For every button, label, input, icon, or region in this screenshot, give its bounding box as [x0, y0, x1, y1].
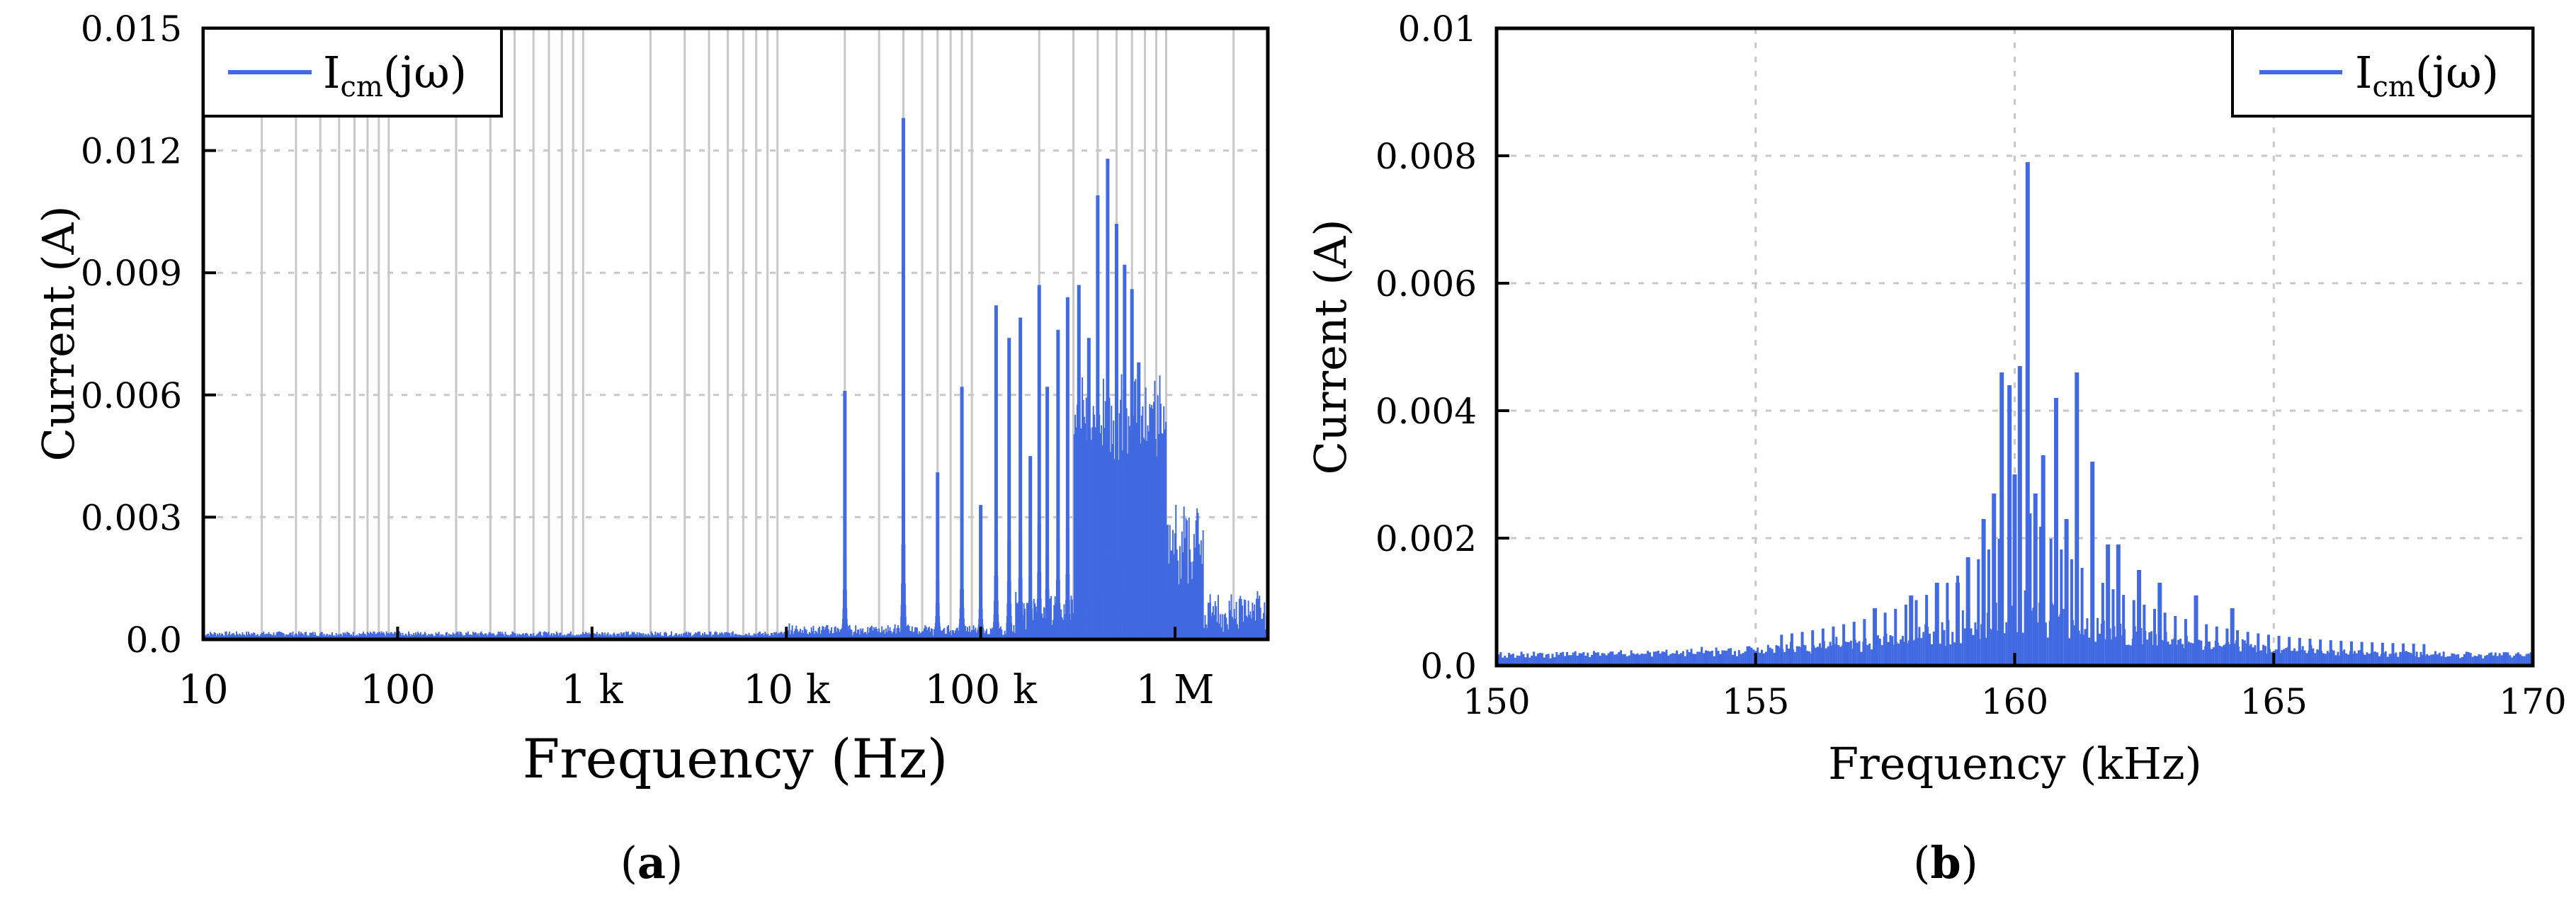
panel-b-ylabel: Current (A) [1305, 219, 1356, 474]
panel-a-xtick-label: 10 [178, 667, 228, 713]
panel-b-ticks: 150 155 160 165 170 0.0 0.002 0.004 0.006 0.008 0.… [1375, 8, 2567, 722]
panel-a-frame [201, 26, 1270, 642]
panel-b-xtick-label: 165 [2240, 681, 2308, 722]
panel-b-xtick-label: 150 [1463, 681, 1530, 722]
panel-a-xtick-label: 100 k [924, 667, 1038, 713]
panel-a-xlabel: Frequency (Hz) [523, 727, 948, 790]
panel-a-ytick-label: 0.009 [81, 253, 182, 294]
panel-b-grid [1497, 28, 2533, 666]
panel-a-xtick-label: 1 k [561, 667, 623, 713]
panel-b-legend-label: Icm(jω) [2355, 47, 2499, 103]
panel-b-xtick-label: 170 [2499, 681, 2566, 722]
panel-b-ytick-label: 0.008 [1375, 136, 1477, 177]
panel-a-spectrum [203, 118, 1269, 639]
panel-b-legend: Icm(jω) [2231, 27, 2534, 118]
panel-a-legend: Icm(jω) [202, 27, 503, 118]
panel-b-xlabel: Frequency (kHz) [1828, 738, 2202, 790]
panel-a-xtick-label: 10 k [743, 667, 831, 713]
panel-b-xtick-label: 160 [1981, 681, 2048, 722]
panel-b-spectrum [1495, 162, 2534, 666]
panel-a-ytick-label: 0.0 [125, 620, 182, 661]
panel-b-xtick-label: 155 [1722, 681, 1789, 722]
panel-a-caption-letter: a [637, 837, 666, 889]
panel-a-ytick-label: 0.012 [81, 131, 182, 172]
panel-a-xtick-label: 1 M [1136, 667, 1215, 713]
panel-a-ticks: 10 100 1 k 10 k 100 k 1 M 0.0 0.003 0.006 0.009 0.… [81, 8, 1215, 713]
panel-b-ytick-label: 0.006 [1375, 263, 1477, 304]
panel-a-ylabel: Current (A) [33, 205, 84, 461]
panel-b-ytick-label: 0.0 [1420, 646, 1477, 687]
panel-b-ytick-label: 0.002 [1375, 518, 1477, 559]
panel-a-xtick-label: 100 [360, 667, 436, 713]
panel-a-ytick-label: 0.006 [81, 375, 182, 416]
panel-a-caption: (a) [620, 837, 683, 889]
panel-b: 150 155 160 165 170 0.0 0.002 0.004 0.006 0.008 0.… [1305, 8, 2567, 889]
panel-a: 10 100 1 k 10 k 100 k 1 M 0.0 0.003 0.006 0.009 0.… [33, 8, 1270, 889]
panel-a-ytick-label: 0.015 [81, 8, 182, 50]
panel-b-caption: (b) [1913, 837, 1978, 889]
panel-b-ytick-label: 0.01 [1398, 8, 1477, 50]
panel-b-ytick-label: 0.004 [1375, 391, 1477, 432]
panel-a-ytick-label: 0.003 [81, 497, 182, 538]
panel-b-caption-letter: b [1930, 837, 1961, 889]
